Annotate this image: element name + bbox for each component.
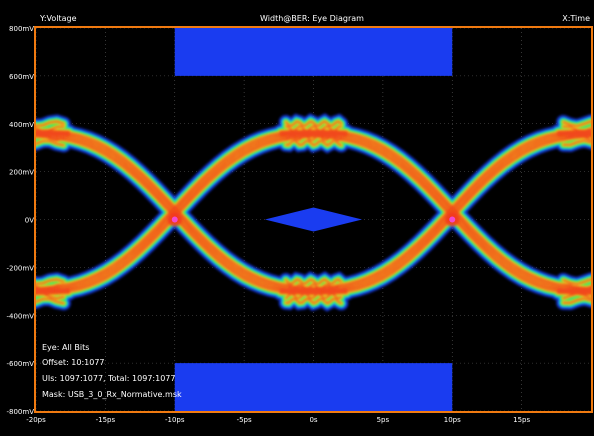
eye-trace-high bbox=[285, 134, 343, 142]
eye-trace-high bbox=[36, 120, 65, 127]
eye-trace-low bbox=[285, 278, 343, 286]
eye-trace-low bbox=[36, 278, 65, 285]
chart-title: Width@BER: Eye Diagram bbox=[260, 14, 364, 23]
y-tick-label: -400mV bbox=[7, 312, 35, 320]
x-tick-label: 15ps bbox=[513, 416, 530, 424]
eye-trace-low bbox=[285, 297, 343, 305]
eye-trace-high bbox=[562, 120, 591, 127]
x-tick-label: -15ps bbox=[96, 416, 116, 424]
y-tick-label: 400mV bbox=[9, 121, 34, 129]
info-line-3: UIs: 1097:1077, Total: 1097:1077 bbox=[42, 374, 175, 383]
x-tick-label: -20ps bbox=[26, 416, 46, 424]
eye-trace-low bbox=[562, 278, 591, 285]
y-tick-label: -600mV bbox=[7, 360, 35, 368]
info-line-4: Mask: USB_3_0_Rx_Normative.msk bbox=[42, 390, 182, 399]
mask-bottom-region bbox=[174, 363, 453, 411]
eye-trace-high bbox=[36, 135, 65, 142]
y-tick-label: -800mV bbox=[7, 408, 35, 416]
eye-trace-high bbox=[562, 125, 591, 132]
eye-trace-low bbox=[562, 297, 591, 304]
eye-trace-high bbox=[562, 139, 591, 146]
mask-top-region bbox=[174, 28, 453, 76]
y-tick-label: 800mV bbox=[9, 25, 34, 33]
eye-trace-low bbox=[285, 287, 343, 295]
info-line-1: Eye: All Bits bbox=[42, 343, 89, 352]
mask-regions bbox=[174, 28, 453, 411]
x-axis-ticks: -20ps -15ps -10ps -5ps 0s 5ps 10ps 15ps bbox=[26, 416, 530, 424]
y-axis-ticks: 800mV 600mV 400mV 200mV 0V -200mV -400mV -600mV… bbox=[7, 25, 35, 416]
eye-trace-high bbox=[562, 130, 591, 137]
y-tick-label: 200mV bbox=[9, 169, 34, 177]
eye-trace-high bbox=[285, 120, 343, 128]
mask-center-diamond bbox=[264, 207, 363, 232]
eye-crossing-core bbox=[449, 216, 456, 223]
eye-trace-high bbox=[562, 134, 591, 142]
x-axis-header: X:Time bbox=[562, 14, 590, 23]
eye-trace-low bbox=[36, 298, 65, 305]
eye-trace-low bbox=[285, 283, 343, 290]
y-tick-label: 0V bbox=[25, 217, 34, 225]
x-tick-label: 10ps bbox=[444, 416, 461, 424]
x-tick-label: 5ps bbox=[377, 416, 390, 424]
eye-trace-low bbox=[36, 288, 65, 295]
y-tick-label: -200mV bbox=[7, 264, 35, 272]
plot-border bbox=[34, 26, 593, 413]
y-axis-header: Y:Voltage bbox=[39, 14, 77, 23]
info-line-2: Offset: 10:1077 bbox=[42, 358, 105, 367]
eye-crossing-core bbox=[171, 216, 178, 223]
eye-trace-low bbox=[562, 288, 591, 295]
eye-trace-high bbox=[285, 129, 343, 137]
eye-trace-low bbox=[562, 283, 591, 290]
eye-info-box: Eye: All Bits Offset: 10:1077 UIs: 1097:… bbox=[42, 343, 182, 399]
eye-trace-high bbox=[285, 139, 343, 147]
eye-trace-low bbox=[562, 292, 591, 300]
x-tick-label: 0s bbox=[309, 416, 317, 424]
eye-trace-high bbox=[36, 125, 65, 132]
eye-trace-low bbox=[285, 292, 343, 300]
eye-trace-low bbox=[36, 283, 65, 290]
x-tick-label: -10ps bbox=[165, 416, 185, 424]
eye-traces bbox=[36, 113, 591, 312]
eye-trace-high bbox=[36, 140, 65, 147]
eye-trace-high bbox=[36, 130, 65, 137]
eye-trace-low bbox=[36, 293, 65, 300]
eye-trace-high bbox=[285, 125, 343, 132]
y-tick-label: 600mV bbox=[9, 73, 34, 81]
x-tick-label: -5ps bbox=[237, 416, 252, 424]
